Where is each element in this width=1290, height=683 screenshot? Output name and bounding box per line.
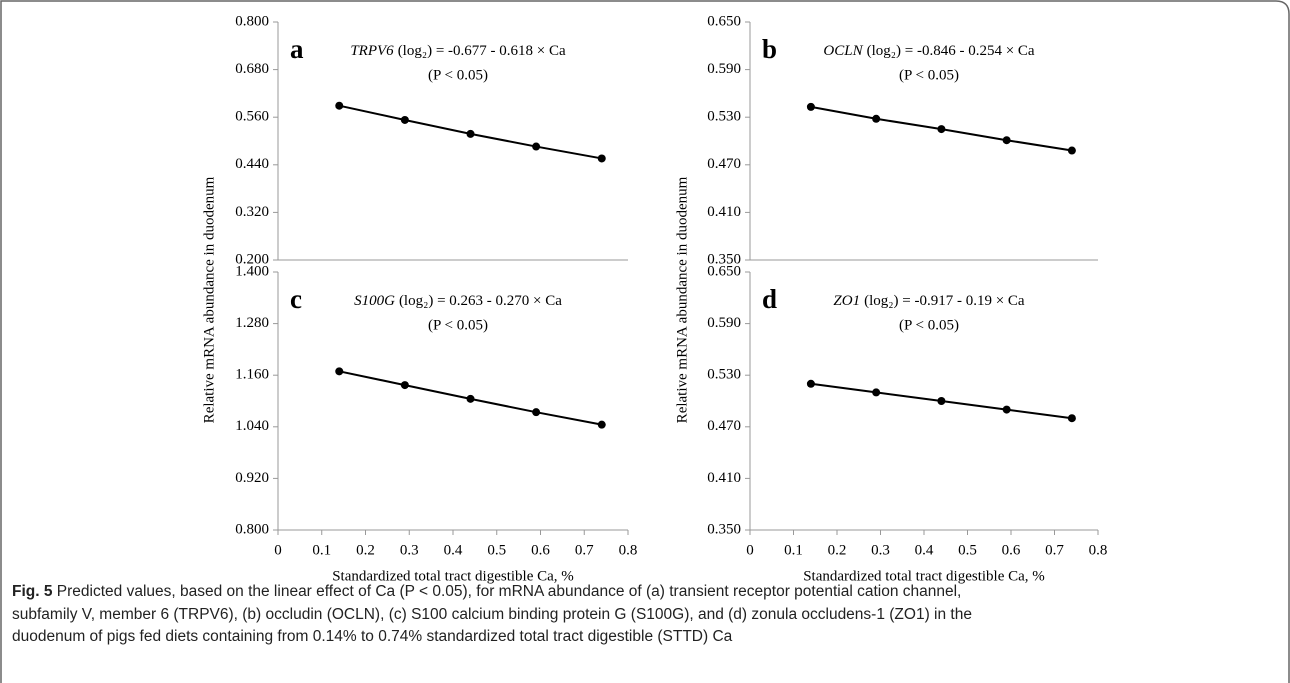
point [532,142,541,151]
x-tick-label: 0.4 [444,542,463,558]
y-tick-label: 0.800 [235,521,269,537]
y-tick-label: 1.040 [235,418,269,434]
point [1002,405,1011,414]
x-tick-label: 0 [746,542,754,558]
y-tick-label: 0.320 [235,204,269,220]
y-tick-label: 0.410 [707,204,741,220]
panel-label: d [762,284,777,314]
point [335,367,344,376]
y-tick-label: 0.920 [235,470,269,486]
x-tick-label: 0.8 [619,542,638,558]
x-axis-label: Standardized total tract digestible Ca, … [332,568,574,584]
y-tick-label: 0.590 [707,315,741,331]
x-tick-label: 0.3 [871,542,890,558]
point [806,379,815,388]
y-tick-label: 0.530 [707,367,741,383]
y-tick-label: 0.470 [707,418,741,434]
gene-name: ZO1 [833,293,860,309]
point [1067,414,1076,423]
y-axis-label: Relative mRNA abundance in duodenum [201,176,217,423]
significance: (P < 0.05) [428,67,488,83]
formula: (log₂) = 0.263 - 0.270 × Ca [399,293,562,309]
x-tick-label: 0.8 [1089,542,1108,558]
point [806,102,815,111]
point [400,115,409,124]
x-tick-label: 0.7 [1045,542,1064,558]
point [872,114,881,123]
gene-name: S100G [354,293,395,309]
point [532,408,541,417]
gene-name: TRPV6 [350,43,394,59]
gene-name: OCLN [823,43,863,59]
panel-label: a [290,34,304,64]
x-tick-label: 0.4 [915,542,934,558]
panel-label: c [290,284,302,314]
point [400,381,409,390]
equation: TRPV6 (log₂) = -0.677 - 0.618 × Ca [350,43,566,59]
x-tick-label: 0.6 [531,542,550,558]
formula: (log₂) = -0.917 - 0.19 × Ca [864,293,1025,309]
x-tick-label: 0.5 [487,542,506,558]
x-tick-label: 0.6 [1002,542,1021,558]
x-tick-label: 0.5 [958,542,977,558]
y-tick-label: 0.470 [707,156,741,172]
significance: (P < 0.05) [899,317,959,333]
equation: OCLN (log₂) = -0.846 - 0.254 × Ca [823,43,1034,59]
point [335,101,344,110]
point [937,125,946,134]
significance: (P < 0.05) [428,317,488,333]
point [1067,146,1076,155]
panel-label: b [762,34,777,64]
caption-line: Predicted values, based on the linear ef… [52,583,962,600]
caption-label: Fig. 5 [12,583,53,600]
y-tick-label: 0.440 [235,156,269,172]
y-tick-label: 0.680 [235,61,269,77]
y-tick-label: 1.160 [235,367,269,383]
x-tick-label: 0.3 [400,542,419,558]
y-tick-label: 0.590 [707,61,741,77]
point [1002,136,1011,145]
point [466,129,475,138]
x-tick-label: 0.2 [356,542,375,558]
y-tick-label: 1.400 [235,263,269,279]
equation: ZO1 (log₂) = -0.917 - 0.19 × Ca [833,293,1024,309]
y-tick-label: 0.200 [235,251,269,267]
point [937,397,946,405]
x-tick-label: 0.2 [828,542,847,558]
x-tick-label: 0.1 [312,542,331,558]
point [466,394,475,403]
y-tick-label: 0.350 [707,521,741,537]
x-tick-label: 0 [274,542,282,558]
y-axis-label: Relative mRNA abundance in duodenum [674,176,690,423]
y-tick-label: 0.650 [707,263,741,279]
y-tick-label: 0.530 [707,109,741,125]
significance: (P < 0.05) [899,67,959,83]
caption: Fig. 5 Predicted values, based on the li… [12,581,972,649]
y-tick-label: 0.350 [707,251,741,267]
formula: (log₂) = -0.846 - 0.254 × Ca [867,43,1035,59]
caption-line: subfamily V, member 6 (TRPV6), (b) occlu… [12,605,972,623]
point [872,388,881,397]
y-tick-label: 1.280 [235,315,269,331]
formula: (log₂) = -0.677 - 0.618 × Ca [398,43,566,59]
x-tick-label: 0.7 [575,542,594,558]
y-tick-label: 0.650 [707,13,741,29]
x-tick-label: 0.1 [784,542,803,558]
y-tick-label: 0.410 [707,470,741,486]
equation: S100G (log₂) = 0.263 - 0.270 × Ca [354,293,562,309]
y-tick-label: 0.560 [235,109,269,125]
y-tick-label: 0.800 [235,13,269,29]
point [597,154,606,163]
point [597,420,606,429]
x-axis-label: Standardized total tract digestible Ca, … [803,568,1045,584]
caption-line: duodenum of pigs fed diets containing fr… [12,628,733,645]
